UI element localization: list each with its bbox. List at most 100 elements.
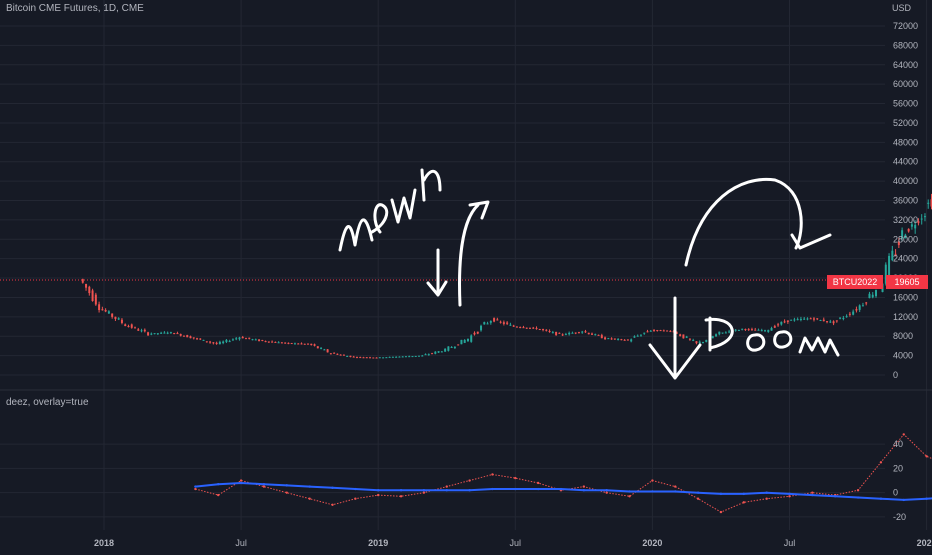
candle-body xyxy=(639,335,642,337)
candle-body xyxy=(222,341,225,344)
series-point-blue xyxy=(468,489,471,492)
candle-body xyxy=(179,334,182,336)
candle-body xyxy=(656,330,659,332)
price-tick-label: 64000 xyxy=(893,60,918,70)
price-tick-label: 48000 xyxy=(893,137,918,147)
candle-body xyxy=(822,319,825,322)
candle-body xyxy=(613,338,616,340)
time-tick-label: 2021 xyxy=(917,538,932,548)
candle-body xyxy=(858,305,861,310)
candle-body xyxy=(744,329,747,331)
candle-body xyxy=(81,279,84,283)
series-point-red xyxy=(605,491,608,494)
candle-body xyxy=(94,294,97,305)
indicator-title: deez, overlay=true xyxy=(6,397,89,408)
series-point-blue xyxy=(788,492,791,496)
price-tick-label: 12000 xyxy=(893,312,918,322)
series-point-blue xyxy=(582,489,586,492)
candle-body xyxy=(264,341,267,343)
price-tick-label: 24000 xyxy=(893,254,918,264)
series-point-red xyxy=(285,491,288,494)
candle-body xyxy=(365,357,368,359)
series-point-blue xyxy=(399,489,403,492)
candle-body xyxy=(855,309,858,311)
candle-body xyxy=(463,339,466,343)
candle-body xyxy=(620,339,623,341)
candle-body xyxy=(538,329,541,331)
time-tick-label: Jul xyxy=(784,538,796,548)
indicator-tick-label: -20 xyxy=(893,512,906,522)
candle-body xyxy=(901,230,904,239)
candle-body xyxy=(767,329,770,332)
candle-body xyxy=(378,357,381,359)
series-point-blue xyxy=(491,487,494,491)
candle-body xyxy=(398,356,401,358)
series-point-blue xyxy=(811,493,814,497)
series-point-blue xyxy=(445,489,448,492)
candle-body xyxy=(848,313,851,315)
candle-body xyxy=(388,356,391,358)
price-tick-label: 44000 xyxy=(893,157,918,167)
series-point-red xyxy=(628,495,631,498)
candle-body xyxy=(721,332,724,334)
candle-body xyxy=(734,329,737,331)
candle-body xyxy=(760,330,763,332)
candle-body xyxy=(574,332,577,334)
candle-body xyxy=(623,339,626,341)
candle-body xyxy=(528,327,531,329)
candle-body xyxy=(408,356,411,358)
candle-body xyxy=(630,339,633,342)
series-point-blue xyxy=(217,482,220,486)
candle-body xyxy=(698,341,701,344)
time-tick-label: Jul xyxy=(235,538,247,548)
series-point-red xyxy=(491,473,494,476)
candle-body xyxy=(692,340,695,342)
candle-body xyxy=(688,338,691,340)
candle-body xyxy=(431,353,434,355)
candle-body xyxy=(653,329,656,331)
candle-body xyxy=(829,321,832,323)
last-price-tag: 19605 xyxy=(886,275,928,289)
candle-body xyxy=(401,356,404,358)
series-point-red xyxy=(765,497,768,500)
candle-body xyxy=(166,332,169,334)
series-point-blue xyxy=(719,492,723,496)
candle-body xyxy=(352,356,355,358)
candle-body xyxy=(594,334,597,336)
candle-body xyxy=(754,329,757,331)
series-point-blue xyxy=(422,489,426,492)
candle-body xyxy=(274,341,277,343)
candle-body xyxy=(333,352,336,354)
price-tick-label: 16000 xyxy=(893,292,918,302)
candle-body xyxy=(819,320,822,322)
time-tick-label: 2020 xyxy=(642,538,662,548)
candle-body xyxy=(176,333,179,335)
candle-body xyxy=(910,224,913,227)
series-point-red xyxy=(445,485,448,488)
candle-body xyxy=(610,338,613,340)
series-point-blue xyxy=(628,490,631,493)
candle-body xyxy=(391,356,394,358)
candle-body xyxy=(228,341,231,343)
candle-body xyxy=(675,332,678,334)
candle-body xyxy=(662,330,665,332)
series-point-blue xyxy=(331,486,334,490)
candle-body xyxy=(633,336,636,338)
candle-body xyxy=(718,331,721,335)
series-point-red xyxy=(422,491,426,494)
candle-body xyxy=(375,357,378,359)
candle-body xyxy=(329,353,332,355)
candle-body xyxy=(404,356,407,358)
candle-body xyxy=(907,228,910,232)
candle-body xyxy=(904,234,907,239)
candle-body xyxy=(711,336,714,339)
series-point-blue xyxy=(765,491,768,494)
candle-body xyxy=(564,334,567,336)
candle-body xyxy=(466,338,469,342)
candle-body xyxy=(336,353,339,355)
candle-body xyxy=(310,343,313,346)
series-point-blue xyxy=(605,489,608,492)
candle-body xyxy=(835,320,838,322)
candle-body xyxy=(832,321,835,324)
